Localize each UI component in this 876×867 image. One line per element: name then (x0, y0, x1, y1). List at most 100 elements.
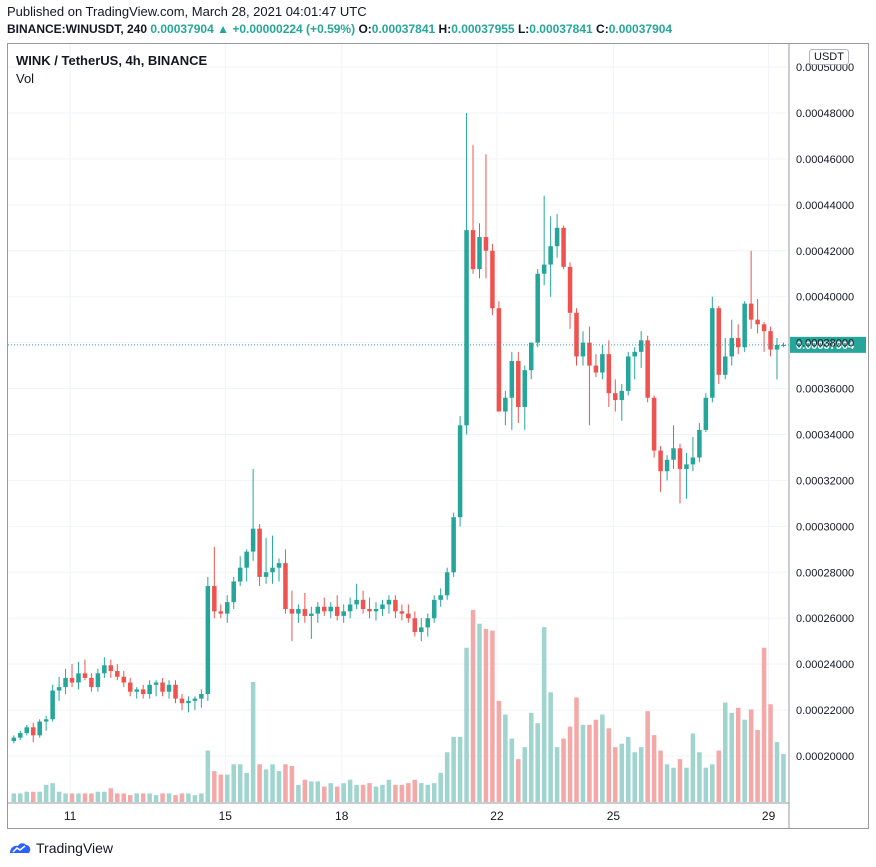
x-tick-label: 11 (64, 809, 77, 823)
candle-body (270, 567, 275, 573)
volume-bar (716, 750, 722, 802)
candle-body (593, 365, 599, 373)
volume-bar (600, 714, 605, 802)
volume-bar (179, 793, 185, 802)
volume-bar (645, 711, 650, 802)
y-tick-label: 0.00038000 (796, 338, 854, 350)
candle-body (606, 354, 612, 394)
price-chart[interactable]: 0.00037904 0.00020000 0.00022000 0.0002400… (8, 44, 868, 828)
candle-body (528, 342, 534, 371)
candle-body (315, 606, 321, 614)
volume-bar (684, 767, 689, 802)
candle-body (748, 303, 754, 320)
chart-title: WINK / TetherUS, 4h, BINANCE (16, 53, 208, 68)
volume-bar (567, 726, 573, 802)
volume-bar (322, 786, 327, 802)
candle-body (386, 599, 392, 605)
footer-brand[interactable]: TradingView (8, 840, 113, 856)
volume-bar (541, 627, 547, 802)
candle-body (250, 528, 256, 552)
volume-bar (470, 610, 476, 802)
candle-body (419, 627, 424, 632)
volume-bar (289, 766, 295, 802)
volume-bar (723, 702, 728, 802)
candle-body (412, 618, 418, 632)
volume-bar (774, 742, 780, 802)
volume-bar (464, 647, 469, 802)
candle-body (406, 613, 411, 619)
candle-body (257, 528, 262, 577)
y-tick-label: 0.00026000 (796, 613, 854, 625)
candle-body (205, 586, 211, 694)
candle-body (716, 308, 722, 375)
volume-bar (593, 719, 599, 802)
candle-body (613, 393, 618, 401)
candle-body (212, 586, 217, 612)
volume-bar (768, 704, 773, 802)
symbol-interval: BINANCE:WINUSDT, 240 (7, 22, 148, 36)
volume-bar (671, 767, 676, 802)
volume-bar (651, 735, 657, 802)
volume-bar (548, 692, 553, 802)
y-tick-label: 0.00032000 (796, 475, 854, 487)
candle-body (179, 698, 185, 704)
candle-body (541, 264, 547, 274)
x-tick-label: 15 (219, 809, 233, 823)
volume-bar (748, 709, 754, 802)
volume-bar (205, 750, 211, 802)
candle-body (82, 673, 88, 678)
volume-bar (127, 795, 133, 802)
candle-body (244, 551, 249, 568)
candle-body (684, 464, 689, 469)
candle-body (761, 324, 767, 332)
volume-bar (710, 764, 715, 802)
candle-body (431, 599, 437, 619)
candle-body (127, 682, 133, 692)
candle-body (231, 581, 236, 603)
volume-bar (63, 793, 68, 802)
candle-body (186, 700, 191, 704)
volume-bar (50, 783, 55, 802)
volume-bar (56, 791, 62, 802)
candle-body (140, 689, 146, 694)
candle-body (677, 448, 683, 469)
low-label: L: (517, 22, 530, 36)
currency-badge[interactable]: USDT (809, 49, 849, 65)
volume-bar (431, 783, 437, 802)
volume-bar (173, 795, 178, 802)
volume-bar (703, 767, 709, 802)
candle-body (399, 611, 405, 614)
candle-body (729, 338, 734, 357)
volume-bar (270, 764, 275, 802)
candle-body (199, 693, 204, 699)
y-tick-label: 0.00042000 (796, 246, 854, 258)
volume-bar (89, 793, 94, 802)
candle-body (18, 733, 23, 738)
volume-bar (82, 793, 88, 802)
volume-bar (587, 724, 592, 802)
volume-bar (574, 697, 579, 802)
candle-body (509, 361, 515, 398)
candle-body (76, 673, 81, 683)
candle-body (192, 698, 198, 701)
volume-bar (412, 779, 418, 802)
volume-bar (781, 754, 786, 802)
y-tick-label: 0.00048000 (796, 108, 854, 120)
y-tick-label: 0.00036000 (796, 384, 854, 396)
candle-body (322, 606, 327, 612)
candle-body (567, 266, 573, 313)
candle-body (664, 459, 670, 472)
volume-bar (490, 630, 495, 802)
candle-body (632, 351, 637, 357)
volume-bar (613, 747, 618, 802)
volume-bar (425, 784, 431, 802)
candle-body (464, 230, 469, 426)
candle-body (380, 604, 385, 610)
candle-body (296, 609, 301, 614)
candle-body (160, 682, 165, 692)
volume-bar (224, 774, 230, 802)
volume-bar (619, 743, 625, 802)
volume-bar (76, 793, 81, 802)
candle-body (710, 308, 715, 398)
price-change: ▲ +0.00000224 (+0.59%) (217, 22, 356, 36)
